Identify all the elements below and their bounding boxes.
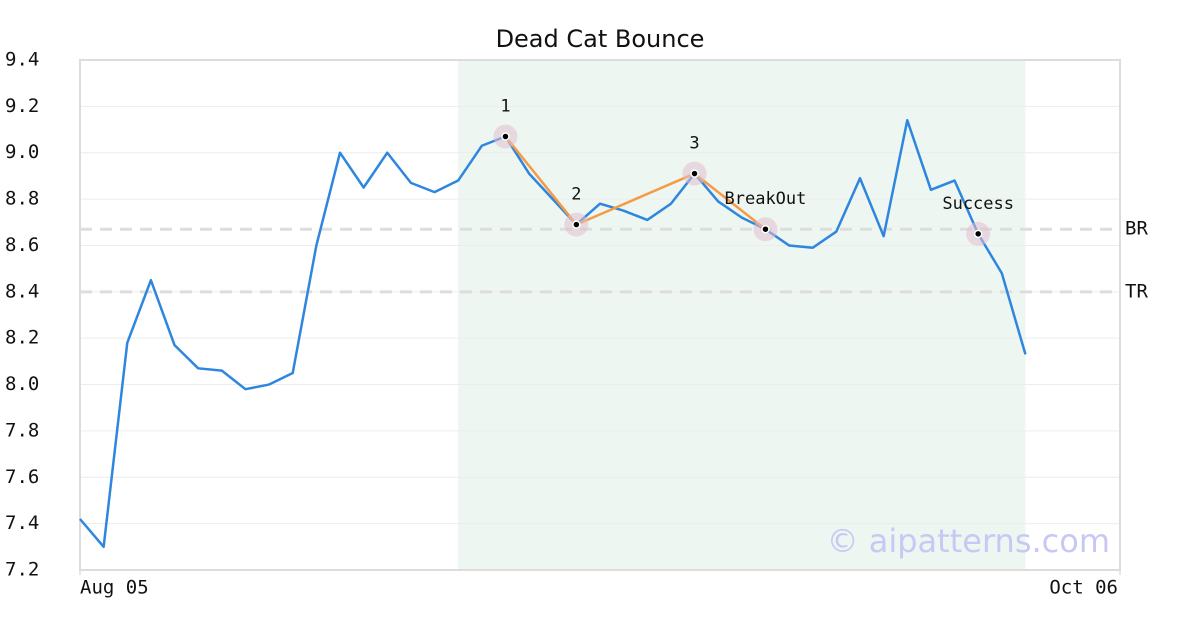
reference-label: TR [1125, 280, 1148, 302]
y-tick-label: 8.6 [5, 234, 39, 256]
annotation-point [973, 229, 983, 239]
watermark: © aipatterns.com [827, 522, 1110, 560]
y-tick-label: 7.8 [5, 419, 39, 441]
annotation-label: 3 [689, 134, 699, 154]
y-tick-label: 8.0 [5, 373, 39, 395]
x-tick-label: Oct 06 [1049, 577, 1118, 599]
annotation-point [690, 169, 699, 178]
annotation-point [501, 132, 510, 141]
y-tick-label: 8.2 [5, 327, 39, 349]
y-tick-label: 7.2 [5, 559, 39, 581]
plot-border [79, 59, 1121, 571]
y-tick-label: 7.4 [5, 512, 39, 534]
reference-label: BR [1125, 218, 1148, 240]
y-tick-label: 9.4 [5, 49, 39, 71]
annotation-label: 1 [500, 97, 510, 117]
y-tick-label: 9.2 [5, 95, 39, 117]
y-tick-label: 9.0 [5, 141, 39, 163]
chart-title: Dead Cat Bounce [496, 25, 705, 53]
price-line [79, 119, 1027, 549]
x-tick-label: Aug 05 [80, 577, 149, 599]
annotation-label: Success [942, 194, 1014, 214]
shaded-region [458, 60, 1026, 570]
y-tick-label: 8.8 [5, 188, 39, 210]
annotation-label: 2 [571, 185, 581, 205]
pattern-line [504, 135, 767, 231]
annotation-point [572, 220, 581, 229]
annotation-point [761, 224, 770, 234]
y-tick-label: 8.4 [5, 280, 39, 302]
annotation-label: BreakOut [725, 189, 807, 209]
y-tick-label: 7.6 [5, 466, 39, 488]
